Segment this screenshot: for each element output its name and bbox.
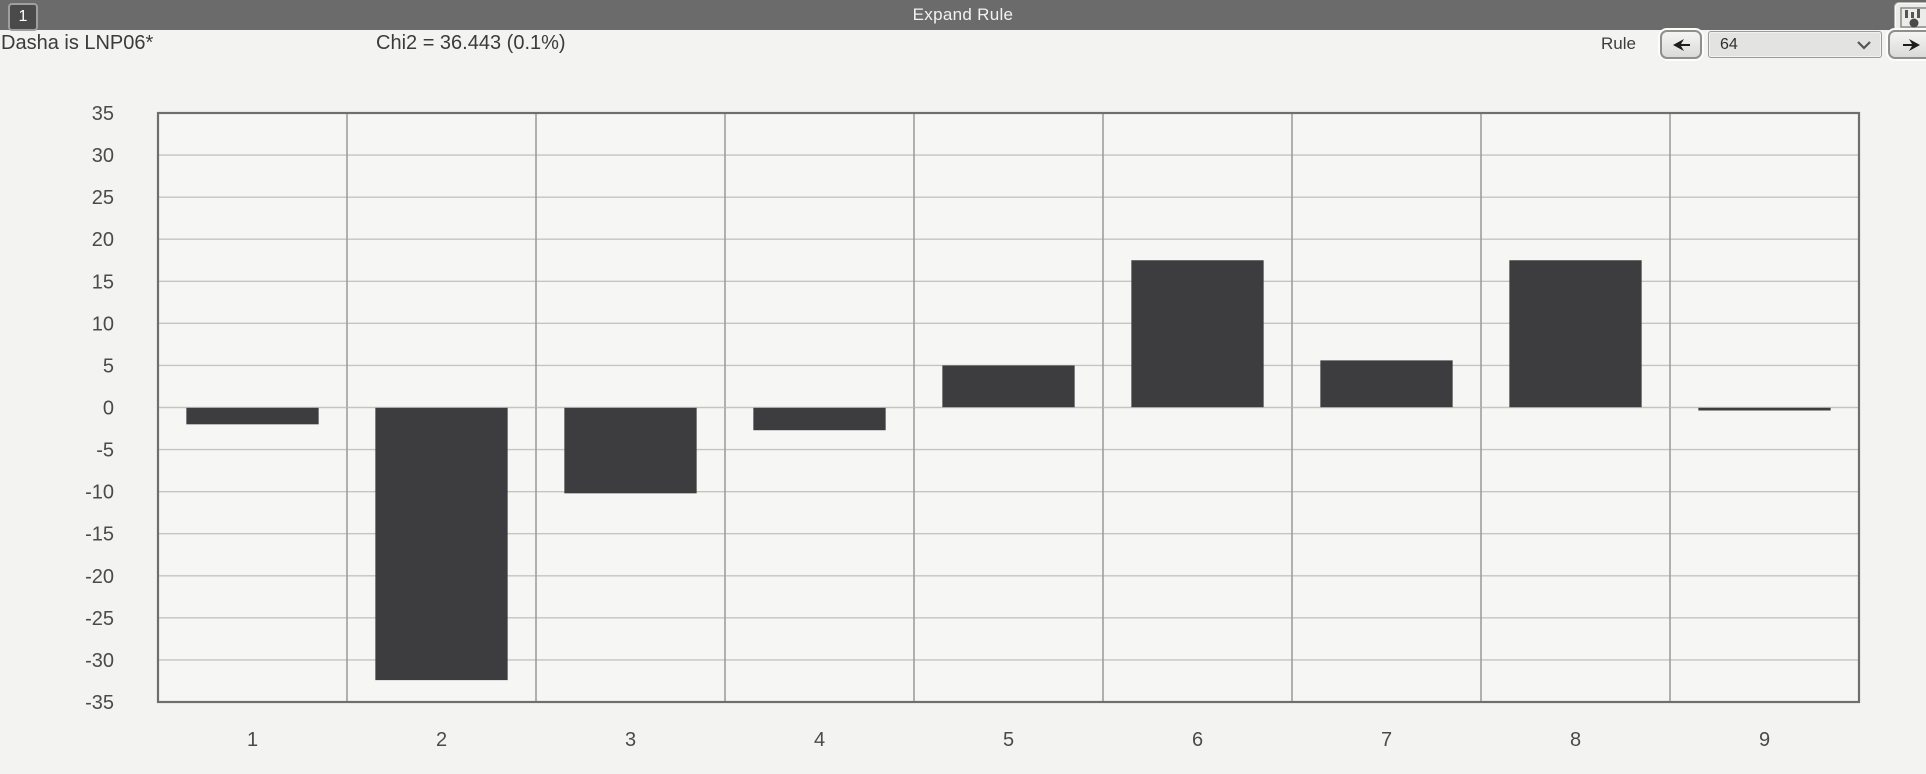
x-axis-tick-label: 4 [814,729,825,751]
y-axis-tick-label: 15 [92,271,114,293]
rule-label: Rule [1601,34,1636,53]
y-axis-tick-label: 0 [103,398,114,420]
bar-category-3 [564,407,697,494]
x-axis-tick-label: 2 [436,729,447,751]
x-axis-tick-label: 8 [1570,729,1581,751]
y-axis-tick-label: -20 [85,566,114,588]
next-rule-button[interactable] [1888,30,1926,59]
bar-category-7 [1320,360,1453,408]
x-axis-tick-label: 7 [1381,729,1392,751]
bar-category-5 [942,365,1075,408]
x-axis-tick-label: 3 [625,729,636,751]
window-titlebar: 1 Expand Rule [0,0,1926,32]
y-axis-tick-label: 35 [92,103,114,125]
bar-category-9 [1698,407,1831,411]
bar-category-2 [375,407,508,681]
rule-description-text: Dasha is LNP06* [1,32,154,54]
y-axis-tick-label: -35 [85,692,114,714]
rule-select[interactable]: 64 [1708,31,1882,58]
chi-squared-text: Chi2 = 36.443 (0.1%) [376,32,566,54]
plot-border [156,111,1861,704]
left-arrow-icon [1673,38,1690,51]
y-axis-tick-label: 5 [103,355,114,377]
y-axis-tick-label: 30 [92,145,114,167]
bar-category-8 [1509,260,1642,408]
y-axis-tick-label: -15 [85,524,114,546]
bar-category-1 [186,407,319,425]
y-axis-tick-label: -30 [85,650,114,672]
chevron-down-icon [1857,41,1871,50]
y-axis-tick-label: -5 [96,440,114,462]
rule-select-value: 64 [1720,36,1738,53]
y-axis-tick-label: -25 [85,608,114,630]
previous-rule-button[interactable] [1660,30,1702,59]
bar-category-4 [753,407,886,431]
right-arrow-icon [1903,38,1920,51]
x-axis-tick-label: 9 [1759,729,1770,751]
window-title: Expand Rule [912,5,1014,24]
y-axis-tick-label: 25 [92,187,114,209]
x-axis-tick-label: 5 [1003,729,1014,751]
y-axis-tick-label: 20 [92,229,114,251]
page-tab-1[interactable]: 1 [8,3,38,31]
x-axis-tick-label: 1 [247,729,258,751]
header-strip: Dasha is LNP06* Chi2 = 36.443 (0.1%) Rul… [0,30,1926,64]
mini-chart-icon [1900,7,1926,28]
y-axis-tick-label: -10 [85,482,114,504]
y-axis-tick-label: 10 [92,313,114,335]
bar-category-6 [1131,260,1264,408]
x-axis-tick-label: 6 [1192,729,1203,751]
